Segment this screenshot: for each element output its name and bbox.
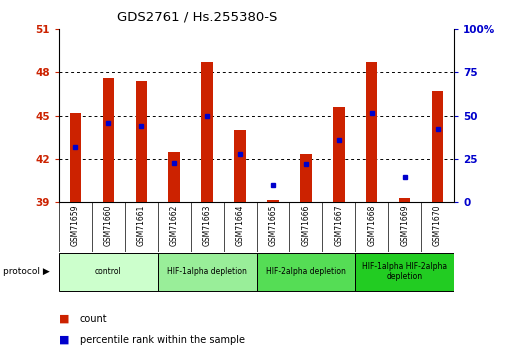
Text: GDS2761 / Hs.255380-S: GDS2761 / Hs.255380-S — [117, 10, 278, 23]
Text: GSM71667: GSM71667 — [334, 204, 343, 246]
Bar — [135, 81, 147, 202]
Text: GSM71668: GSM71668 — [367, 204, 376, 246]
Bar — [103, 78, 114, 202]
Text: GSM71666: GSM71666 — [301, 204, 310, 246]
Text: percentile rank within the sample: percentile rank within the sample — [80, 335, 245, 345]
Text: HIF-1alpha depletion: HIF-1alpha depletion — [167, 267, 247, 276]
Bar — [267, 200, 279, 202]
Text: control: control — [95, 267, 122, 276]
Bar — [355, 253, 454, 291]
Bar — [399, 198, 410, 202]
Text: ■: ■ — [59, 335, 69, 345]
Text: HIF-1alpha HIF-2alpha
depletion: HIF-1alpha HIF-2alpha depletion — [362, 262, 447, 282]
Bar — [333, 107, 345, 202]
Bar — [256, 253, 355, 291]
Bar — [432, 91, 443, 202]
Text: ■: ■ — [59, 314, 69, 324]
Bar — [59, 253, 158, 291]
Bar — [158, 253, 256, 291]
Text: GSM71662: GSM71662 — [170, 204, 179, 246]
Text: GSM71670: GSM71670 — [433, 204, 442, 246]
Text: GSM71663: GSM71663 — [203, 204, 212, 246]
Text: GSM71664: GSM71664 — [235, 204, 245, 246]
Text: GSM71660: GSM71660 — [104, 204, 113, 246]
Bar — [300, 155, 311, 202]
Text: GSM71665: GSM71665 — [268, 204, 278, 246]
Bar — [234, 130, 246, 202]
Text: HIF-2alpha depletion: HIF-2alpha depletion — [266, 267, 346, 276]
Text: protocol ▶: protocol ▶ — [3, 267, 49, 276]
Bar — [366, 62, 378, 202]
Text: GSM71661: GSM71661 — [137, 204, 146, 246]
Bar — [168, 151, 180, 202]
Bar — [202, 62, 213, 202]
Text: count: count — [80, 314, 107, 324]
Text: GSM71669: GSM71669 — [400, 204, 409, 246]
Text: GSM71659: GSM71659 — [71, 204, 80, 246]
Bar — [70, 113, 81, 202]
